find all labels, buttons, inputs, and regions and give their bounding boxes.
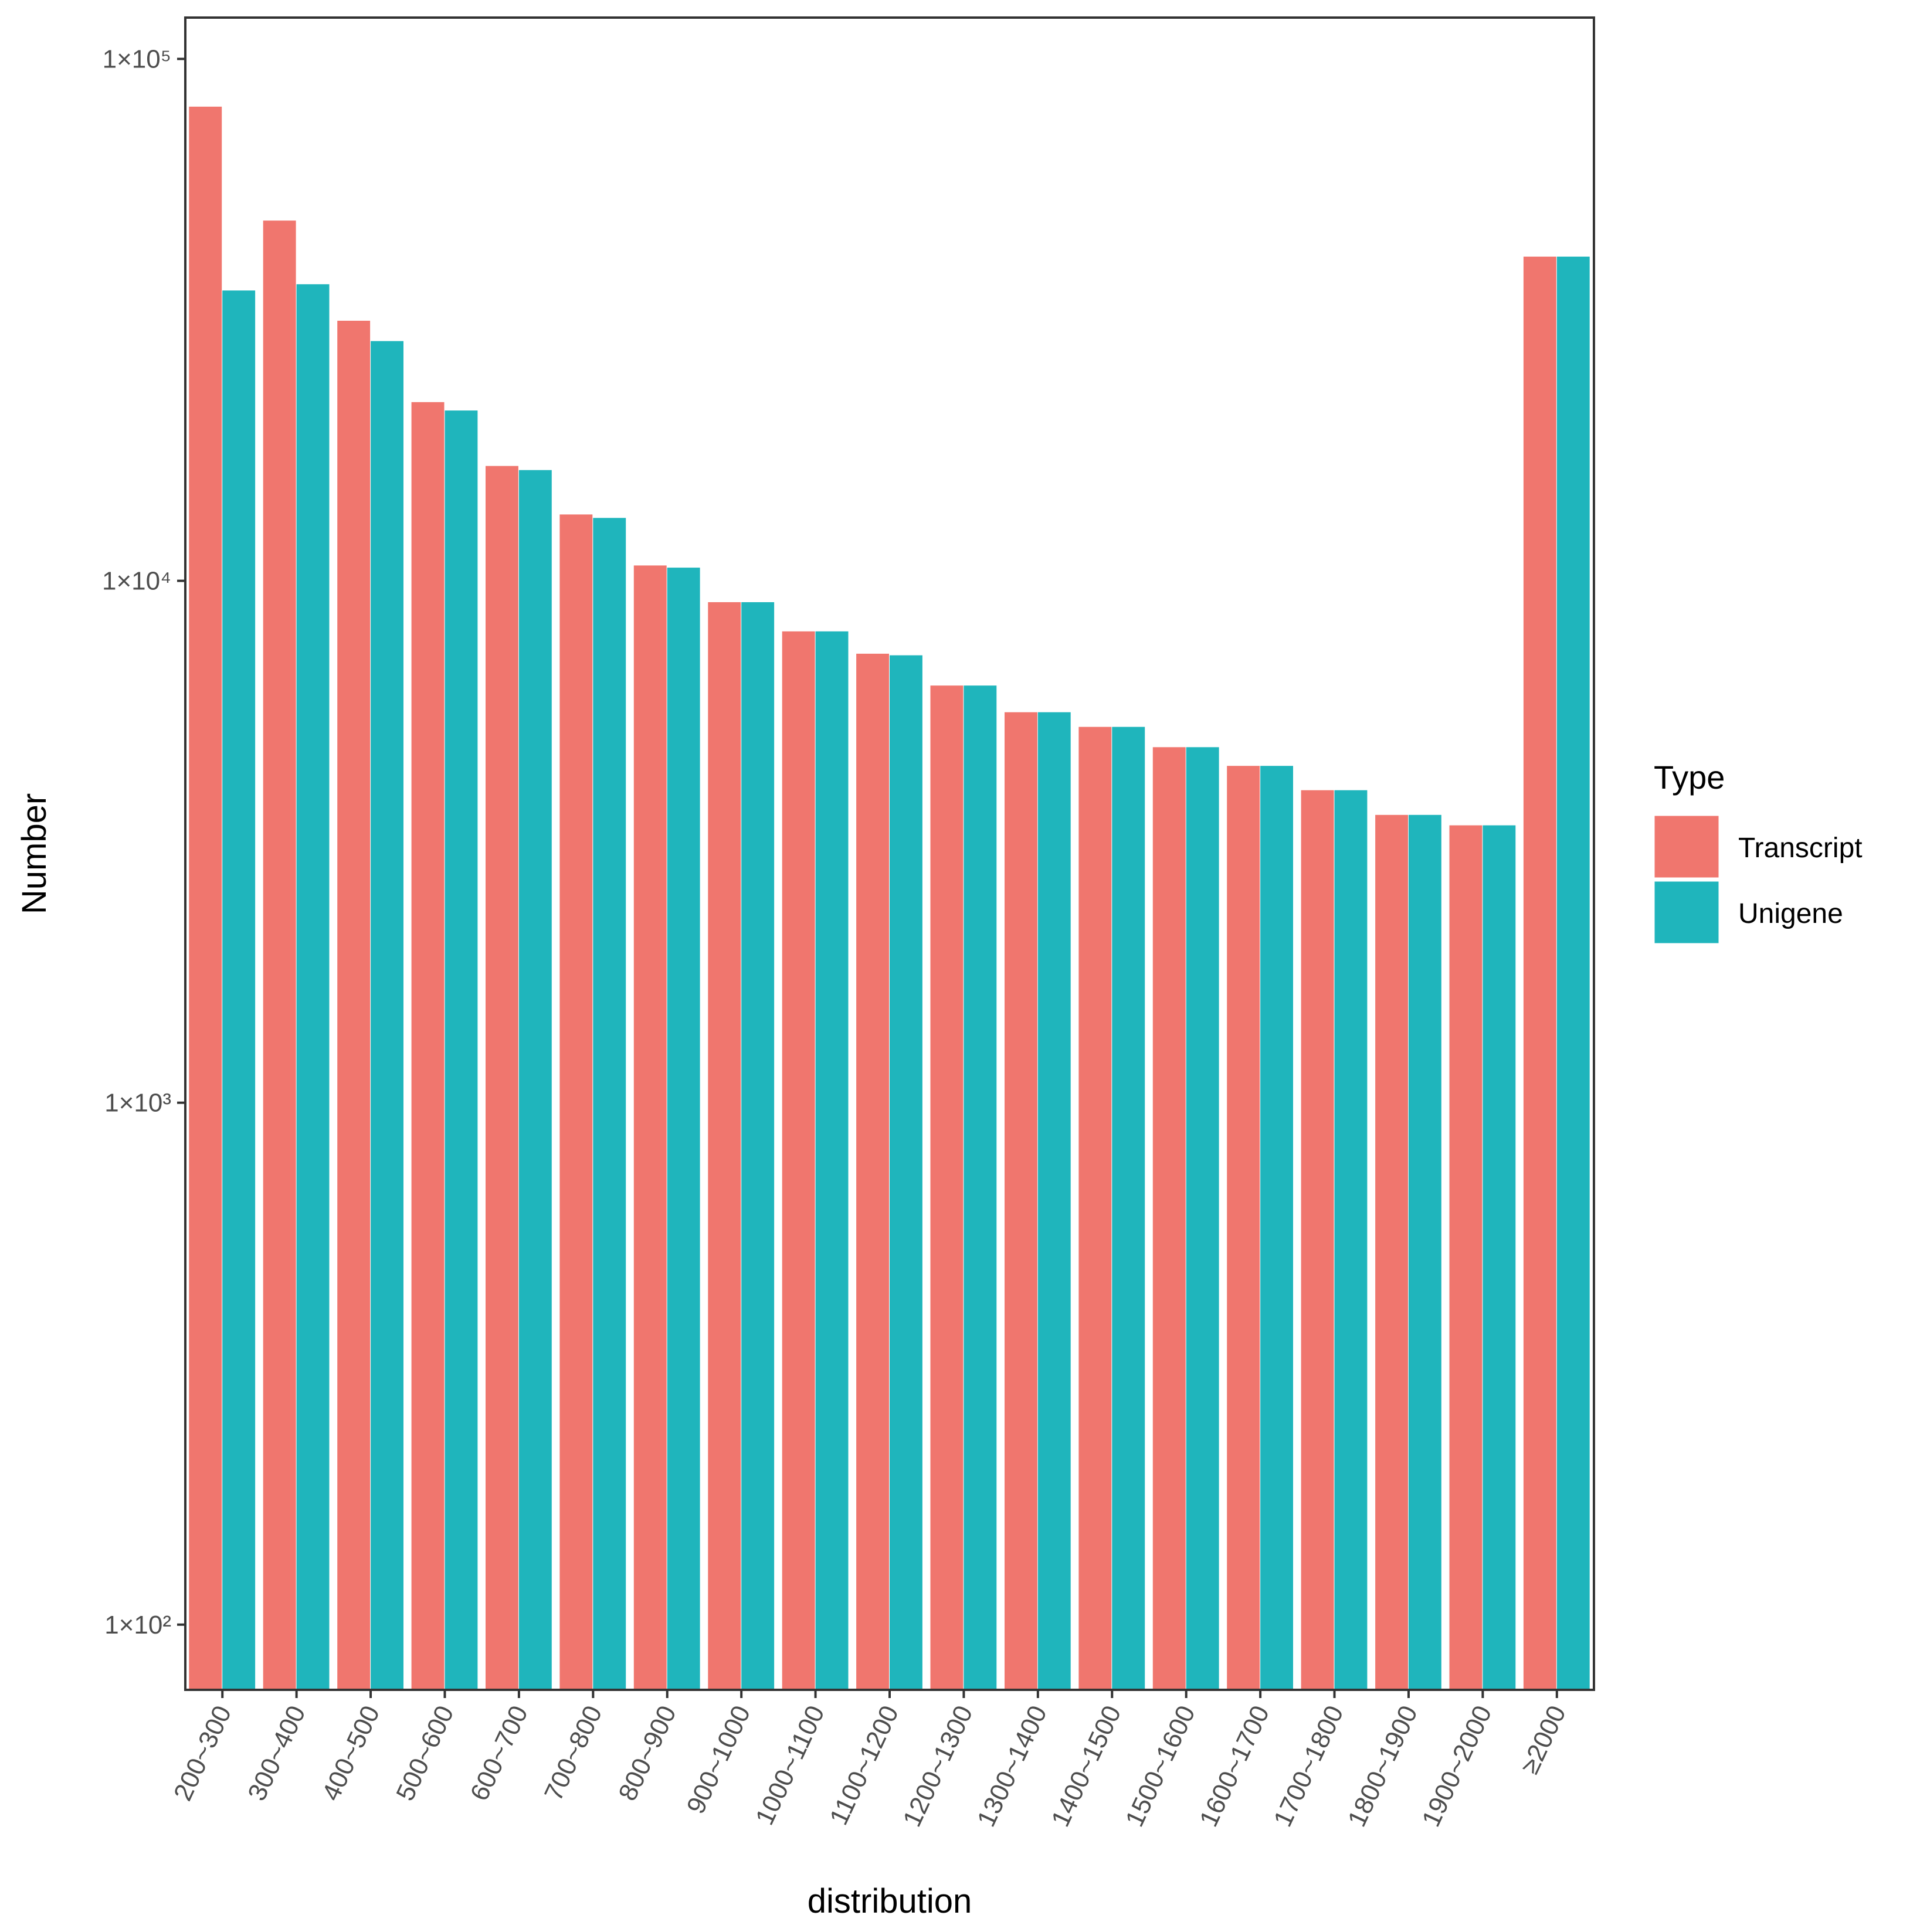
bar-unigene-7 [741,602,775,1690]
bar-transcript-18 [1523,256,1556,1690]
legend-label-unigene: Unigene [1738,898,1843,929]
bar-unigene-1 [296,284,330,1690]
bar-transcript-16 [1375,814,1408,1690]
bar-transcript-15 [1301,790,1334,1690]
y-tick-label-0: 1×10⁵ [103,45,171,73]
legend-key-unigene [1653,880,1721,945]
bar-transcript-6 [633,565,667,1690]
bar-unigene-4 [518,470,552,1690]
bar-unigene-18 [1556,256,1590,1690]
bar-unigene-16 [1408,814,1441,1690]
bar-unigene-12 [1112,726,1145,1690]
bar-unigene-13 [1186,747,1219,1690]
bar-transcript-14 [1227,766,1260,1690]
bar-transcript-3 [411,402,445,1690]
bar-transcript-12 [1078,726,1112,1690]
legend-label-transcript: Transcript [1738,833,1863,864]
y-tick-label-2: 1×10³ [104,1089,171,1118]
bar-unigene-10 [964,685,997,1690]
bar-unigene-11 [1037,712,1071,1690]
bar-transcript-0 [189,106,222,1690]
bar-transcript-11 [1005,712,1037,1690]
bar-transcript-13 [1152,747,1186,1690]
bar-transcript-7 [708,602,741,1690]
y-tick-label-1: 1×10⁴ [102,567,171,596]
bar-unigene-9 [890,655,922,1690]
bar-transcript-10 [930,685,964,1690]
y-tick-label-3: 1×10² [104,1611,171,1639]
bar-unigene-15 [1334,790,1368,1690]
x-axis-title: distribution [808,1882,972,1920]
bar-transcript-4 [486,466,518,1690]
bar-unigene-6 [667,568,700,1690]
bar-transcript-9 [856,653,889,1690]
bar-transcript-5 [559,514,593,1690]
bar-unigene-17 [1483,825,1516,1690]
bar-transcript-8 [782,631,815,1690]
bar-unigene-5 [593,518,626,1690]
y-axis-title: Number [15,793,53,914]
bar-unigene-8 [815,631,849,1690]
bar-unigene-0 [222,290,256,1690]
legend-title: Type [1654,759,1725,796]
bars-layer [189,106,1590,1690]
bar-transcript-2 [337,321,371,1690]
y-axis: 1×10⁵ 1×10⁴ 1×10³ 1×10² [102,45,185,1639]
bar-unigene-14 [1260,766,1293,1690]
bar-transcript-17 [1449,825,1483,1690]
bar-unigene-2 [371,341,403,1690]
bar-unigene-3 [445,410,478,1690]
bar-transcript-1 [263,220,296,1690]
legend: Type Transcript Unigene [1653,759,1863,945]
legend-key-transcript [1653,814,1721,880]
